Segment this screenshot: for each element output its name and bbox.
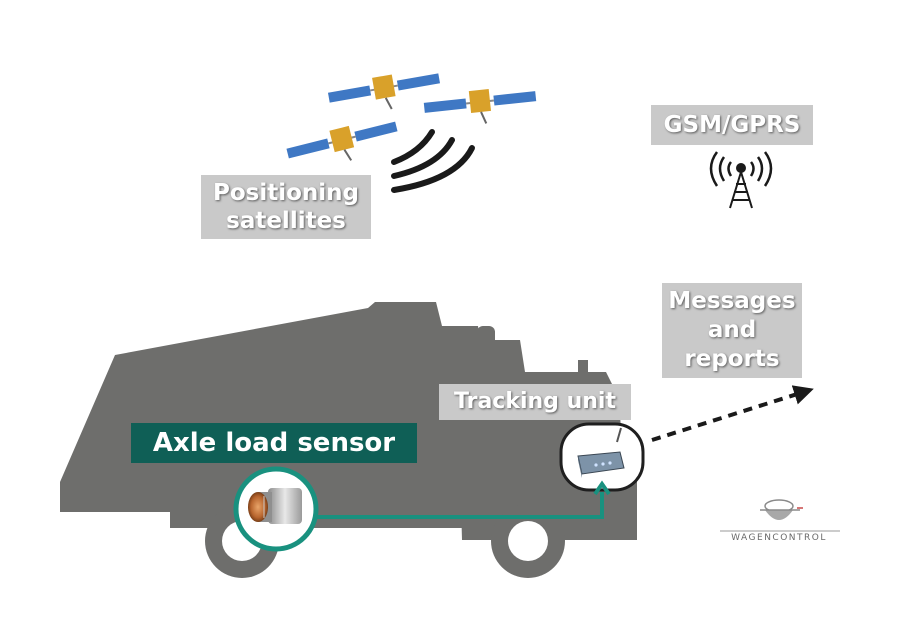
messages-line-3: reports bbox=[684, 346, 780, 372]
arrow-icon bbox=[651, 385, 814, 442]
positioning-line-1: Positioning bbox=[212, 180, 359, 206]
messages-reports-label: Messages and reports bbox=[662, 283, 802, 378]
messages-line-2: and bbox=[707, 317, 757, 343]
satellite-icon bbox=[327, 73, 441, 110]
signal-waves-icon bbox=[391, 129, 475, 193]
sensor-connector bbox=[312, 480, 611, 519]
tracking-unit-label: Tracking unit bbox=[439, 384, 631, 420]
positioning-line-2: satellites bbox=[226, 208, 346, 234]
positioning-satellites-label: Positioning satellites bbox=[201, 175, 371, 239]
tracking-device-icon bbox=[559, 422, 645, 492]
satellite-icon bbox=[423, 89, 537, 124]
truck-wheels bbox=[205, 504, 565, 578]
wagencontrol-logo bbox=[720, 499, 840, 532]
gsm-gprs-label: GSM/GPRS bbox=[651, 105, 813, 145]
wagencontrol-logo-text: WAGENCONTROL bbox=[731, 533, 827, 543]
messages-line-1: Messages bbox=[668, 288, 796, 314]
axle-load-sensor-label: Axle load sensor bbox=[131, 423, 417, 463]
radio-tower-icon bbox=[709, 151, 773, 209]
satellite-icon bbox=[286, 121, 398, 161]
axle-load-sensor-icon bbox=[233, 466, 319, 552]
truck-silhouette bbox=[60, 302, 637, 540]
